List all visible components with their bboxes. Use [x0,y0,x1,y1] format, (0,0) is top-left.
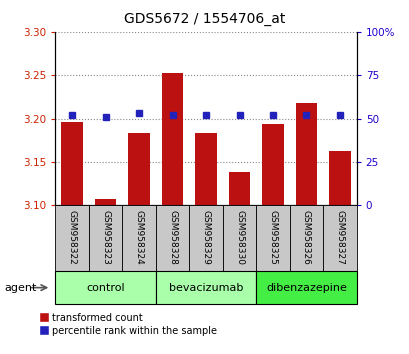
Bar [94,199,116,205]
Text: bevacizumab: bevacizumab [169,282,243,293]
Bar [228,172,250,205]
Text: GSM958327: GSM958327 [335,210,344,265]
Text: GSM958325: GSM958325 [268,210,277,265]
Bar [55,271,155,304]
Text: GSM958330: GSM958330 [234,210,243,265]
Bar [295,103,317,205]
Text: GSM958326: GSM958326 [301,210,310,265]
Bar [256,205,289,271]
Bar [195,133,216,205]
Text: agent: agent [4,282,36,293]
Bar [61,122,83,205]
Bar [155,271,256,304]
Bar [122,205,155,271]
Bar [261,124,283,205]
Bar [161,73,183,205]
Text: dibenzazepine: dibenzazepine [265,282,346,293]
Bar [155,205,189,271]
Bar [322,205,356,271]
Bar [222,205,256,271]
Bar [189,205,222,271]
Bar [256,271,356,304]
Bar [89,205,122,271]
Text: GSM958322: GSM958322 [67,210,76,265]
Text: GSM958328: GSM958328 [168,210,177,265]
Legend: transformed count, percentile rank within the sample: transformed count, percentile rank withi… [40,313,217,336]
Text: GSM958323: GSM958323 [101,210,110,265]
Text: GSM958324: GSM958324 [134,210,143,265]
Text: control: control [86,282,125,293]
Bar [128,133,150,205]
Bar [289,205,322,271]
Bar [55,205,89,271]
Bar [328,151,350,205]
Text: GSM958329: GSM958329 [201,210,210,265]
Text: GDS5672 / 1554706_at: GDS5672 / 1554706_at [124,12,285,27]
